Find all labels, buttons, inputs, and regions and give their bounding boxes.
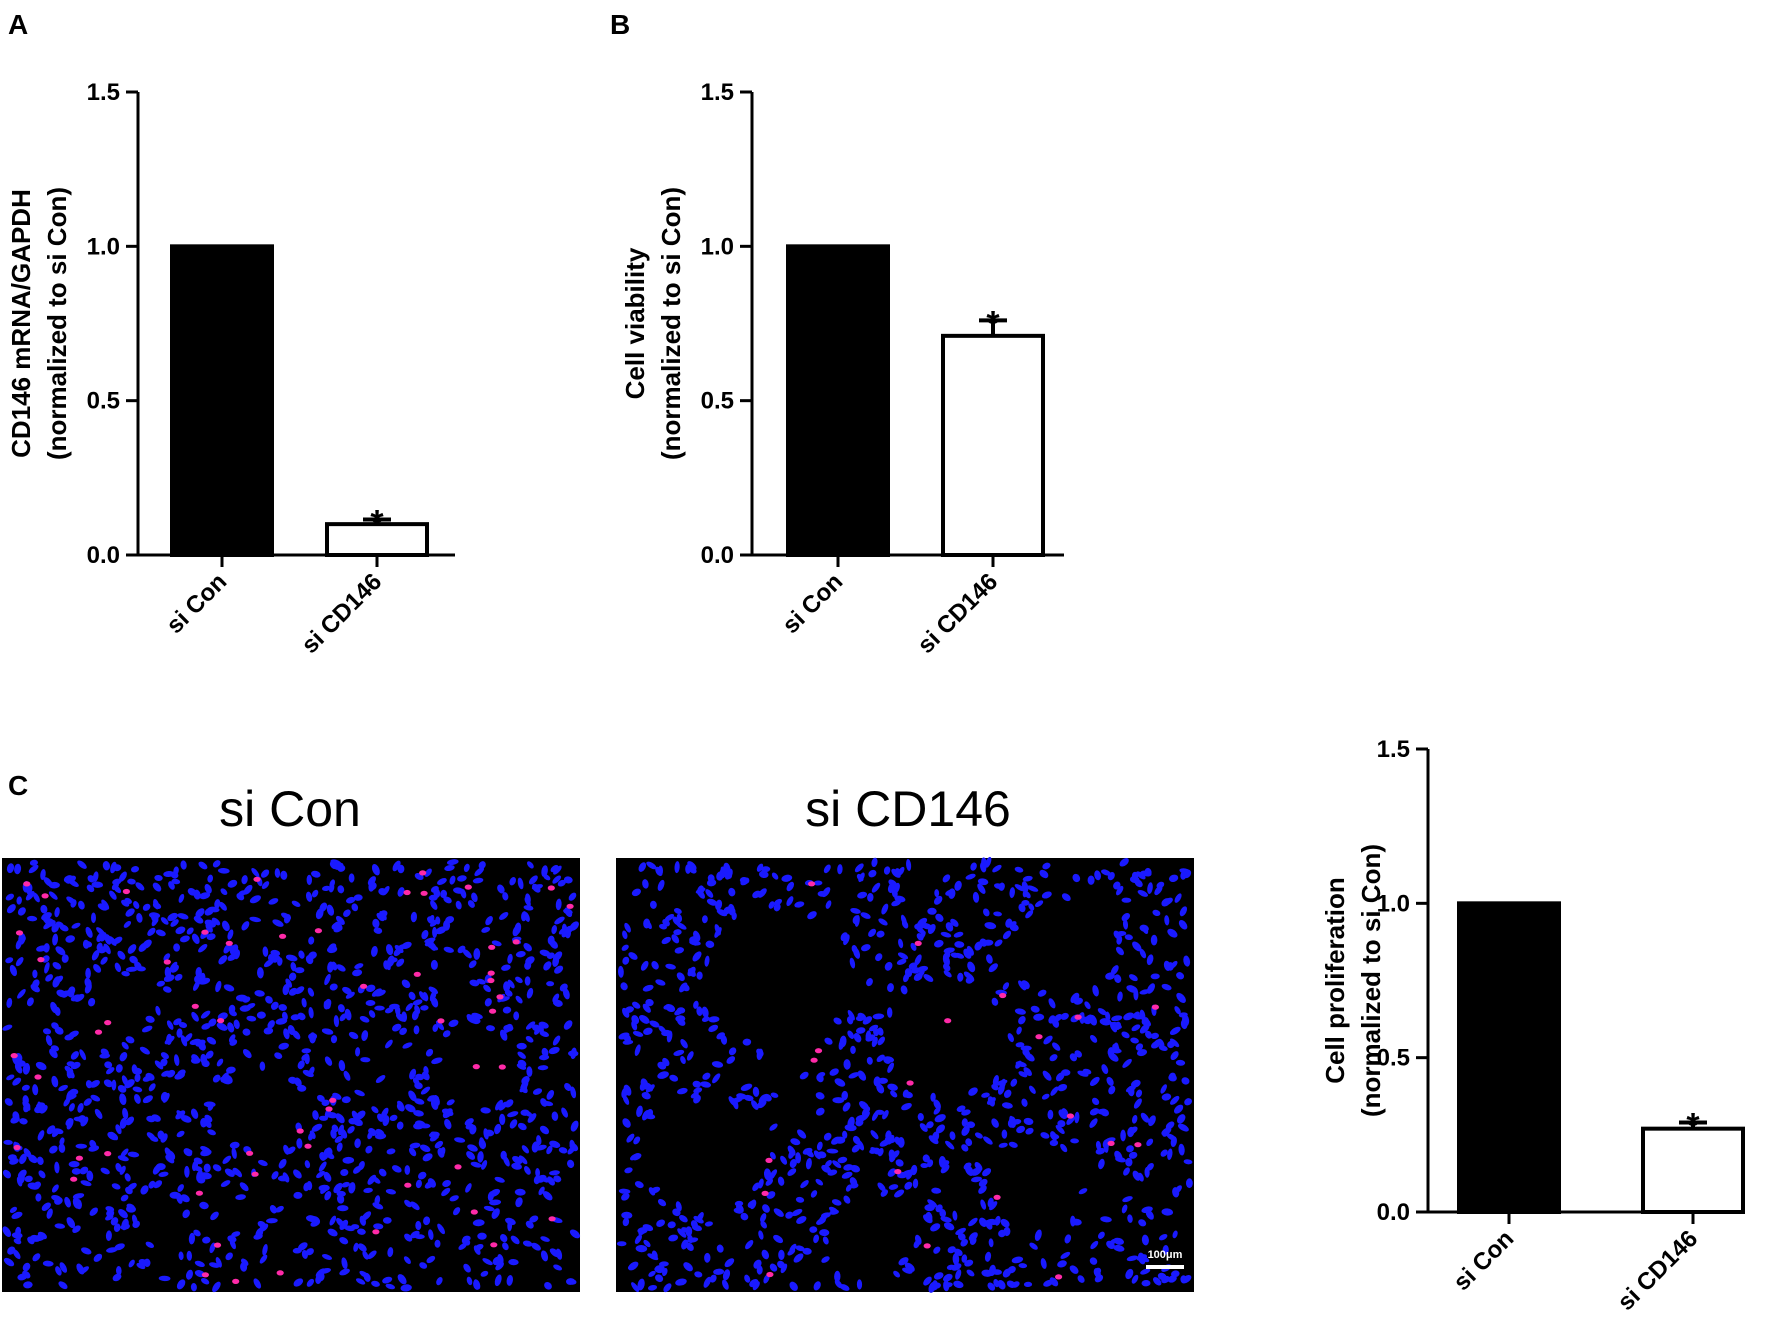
significance-star: * bbox=[1686, 1106, 1700, 1144]
y-axis-label: Cell viability bbox=[620, 247, 650, 399]
panel-letter-c: C bbox=[8, 770, 28, 801]
y-tick-label: 1.0 bbox=[87, 233, 120, 260]
x-tick-label: si Con bbox=[1448, 1225, 1519, 1296]
bar-si-cd146 bbox=[1641, 1126, 1745, 1215]
panel-letter-a: A bbox=[8, 9, 28, 40]
x-tick-label: si Con bbox=[777, 568, 848, 639]
bar-si-con bbox=[786, 244, 890, 557]
micrograph-title-si-cd146: si CD146 bbox=[805, 781, 1011, 837]
y-axis-label: Cell proliferation bbox=[1320, 877, 1350, 1084]
y-tick-label: 1.5 bbox=[1377, 736, 1410, 763]
x-tick-label: si CD146 bbox=[296, 568, 387, 659]
micrograph-si-con bbox=[2, 858, 581, 1293]
y-tick-label: 0.5 bbox=[1377, 1045, 1410, 1072]
y-tick-label: 1.5 bbox=[87, 79, 120, 106]
scale-bar-label: 100μm bbox=[1148, 1249, 1183, 1261]
x-tick-label: si Con bbox=[161, 568, 232, 639]
significance-star: * bbox=[986, 304, 1000, 342]
y-axis-label: CD146 mRNA/GAPDH bbox=[6, 189, 36, 458]
y-axis-label: (normalized to si Con) bbox=[656, 187, 686, 460]
y-axis-label: (normalized to si Con) bbox=[42, 187, 72, 460]
panel-letter-b: B bbox=[610, 9, 630, 40]
micrograph-si-cd146: 100μm bbox=[616, 856, 1194, 1293]
bar-si-con bbox=[170, 244, 274, 557]
chart-b: 0.0 0.5 1.0 1.5 si Con * si CD146 Cell viabilit… bbox=[620, 79, 1064, 659]
x-tick-label: si CD146 bbox=[912, 568, 1003, 659]
significance-star: * bbox=[370, 504, 384, 542]
micrograph-title-si-con: si Con bbox=[219, 781, 361, 837]
y-tick-label: 0.0 bbox=[87, 542, 120, 569]
y-tick-label: 1.0 bbox=[1377, 890, 1410, 917]
y-tick-label: 0.5 bbox=[701, 388, 734, 415]
chart-a: 0.0 0.5 1.0 1.5 si Con * si CD146 CD146 mRNA/GA… bbox=[6, 79, 455, 659]
bar-si-cd146 bbox=[941, 333, 1045, 558]
y-axis-label: (normalized to si Con) bbox=[1356, 844, 1386, 1117]
y-tick-label: 1.5 bbox=[701, 79, 734, 106]
y-tick-label: 0.5 bbox=[87, 388, 120, 415]
y-tick-label: 1.0 bbox=[701, 233, 734, 260]
x-tick-label: si CD146 bbox=[1612, 1225, 1703, 1316]
bar-si-con bbox=[1457, 901, 1561, 1214]
y-tick-label: 0.0 bbox=[701, 542, 734, 569]
chart-c: 0.0 0.5 1.0 1.5 si Con * si CD146 Cell prolifer… bbox=[1320, 736, 1745, 1316]
y-tick-label: 0.0 bbox=[1377, 1199, 1410, 1226]
